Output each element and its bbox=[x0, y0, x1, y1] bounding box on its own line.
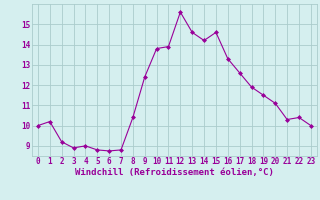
X-axis label: Windchill (Refroidissement éolien,°C): Windchill (Refroidissement éolien,°C) bbox=[75, 168, 274, 177]
